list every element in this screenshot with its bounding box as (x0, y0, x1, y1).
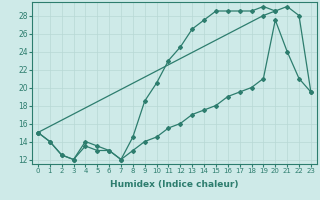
X-axis label: Humidex (Indice chaleur): Humidex (Indice chaleur) (110, 180, 239, 189)
